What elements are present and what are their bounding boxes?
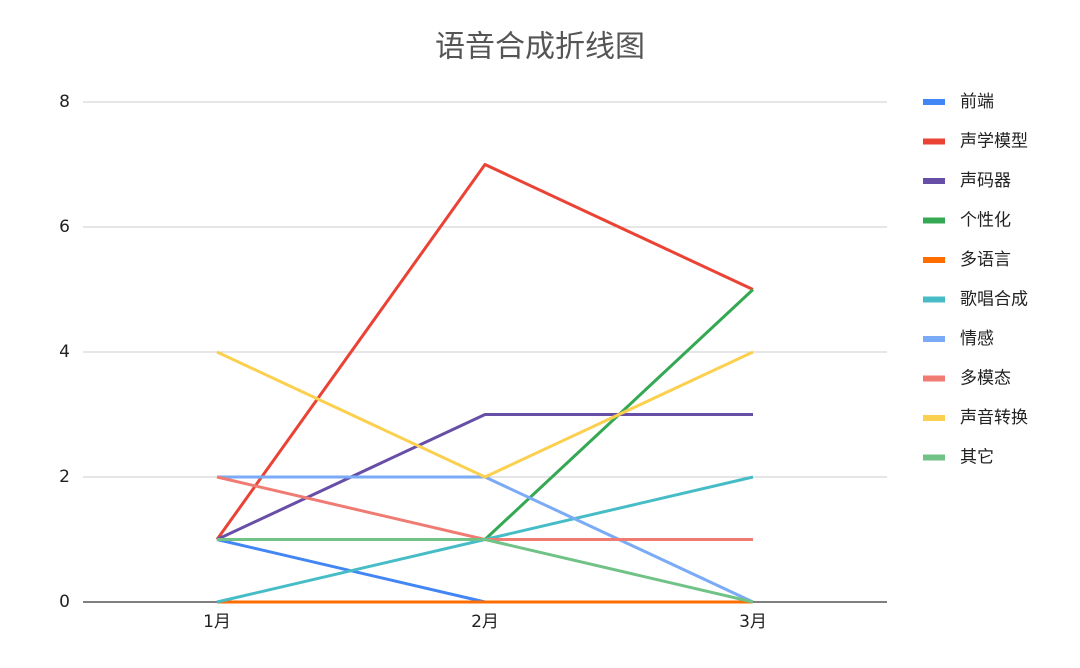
series-line xyxy=(216,350,754,479)
y-tick-label: 0 xyxy=(59,592,70,612)
y-tick-label: 4 xyxy=(59,342,70,362)
chart-title: 语音合成折线图 xyxy=(435,30,645,65)
series-line xyxy=(216,475,753,541)
y-tick-label: 2 xyxy=(59,467,70,487)
legend-swatch xyxy=(923,99,945,105)
x-tick-label: 2月 xyxy=(471,612,499,632)
legend-label: 声码器 xyxy=(960,171,1011,191)
legend-label: 前端 xyxy=(960,92,994,112)
legend-swatch xyxy=(923,296,945,303)
x-tick-label: 3月 xyxy=(739,612,767,632)
series-line xyxy=(217,538,754,604)
legend-label: 多语言 xyxy=(960,250,1011,270)
legend-label: 个性化 xyxy=(960,211,1011,231)
legend-swatch xyxy=(923,375,945,382)
legend-swatch xyxy=(923,454,945,461)
y-tick-label: 8 xyxy=(59,92,70,112)
legend-label: 歌唱合成 xyxy=(960,290,1028,310)
legend-swatch xyxy=(923,217,945,224)
legend-swatch xyxy=(923,138,945,145)
legend-label: 声学模型 xyxy=(960,132,1028,152)
legend-swatch xyxy=(923,336,945,342)
y-tick-label: 6 xyxy=(59,217,70,237)
x-tick-label: 1月 xyxy=(203,612,231,632)
legend-label: 多模态 xyxy=(960,369,1011,389)
series-line xyxy=(215,163,754,541)
legend-label: 声音转换 xyxy=(960,408,1028,428)
legend-swatch xyxy=(923,415,945,421)
legend-swatch xyxy=(923,178,945,184)
legend-swatch xyxy=(923,257,945,263)
series-line xyxy=(216,538,753,604)
legend-label: 情感 xyxy=(960,329,994,349)
legend-label: 其它 xyxy=(960,448,994,468)
